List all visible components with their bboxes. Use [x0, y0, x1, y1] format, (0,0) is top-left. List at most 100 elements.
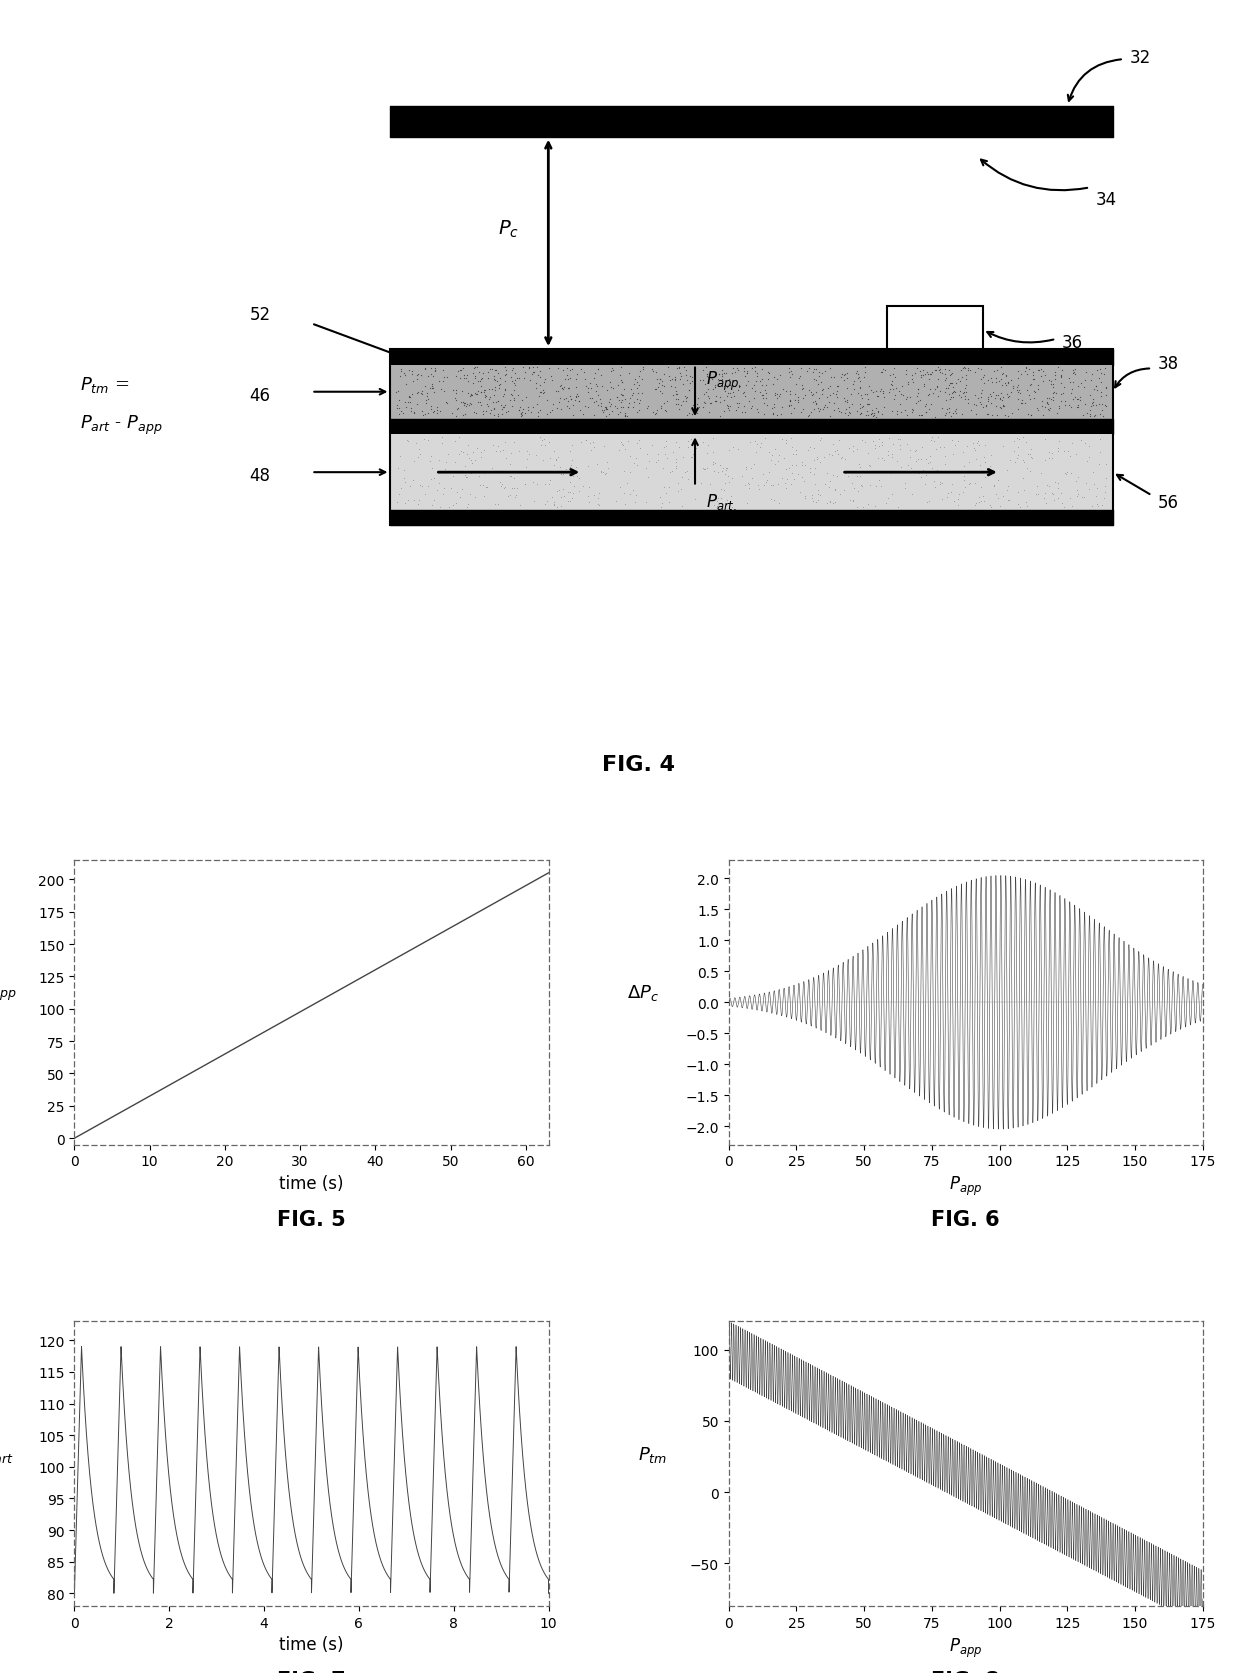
Point	[560, 366, 580, 393]
Point	[1096, 383, 1116, 410]
Point	[560, 455, 580, 482]
Point	[835, 402, 854, 428]
Point	[848, 452, 868, 478]
Point	[909, 376, 929, 403]
Point	[387, 380, 407, 407]
Point	[651, 395, 671, 422]
Point	[839, 435, 859, 462]
Point	[936, 388, 956, 415]
Point	[461, 460, 481, 487]
Point	[1065, 385, 1085, 412]
Point	[429, 495, 449, 522]
Point	[740, 395, 760, 422]
Point	[619, 390, 639, 417]
Point	[728, 437, 748, 463]
Point	[460, 445, 480, 472]
Point	[517, 385, 537, 412]
Point	[485, 358, 505, 385]
Point	[663, 383, 683, 410]
Point	[1045, 360, 1065, 386]
Point	[821, 403, 841, 430]
Point	[673, 445, 693, 472]
Point	[1089, 452, 1109, 478]
Point	[624, 380, 644, 407]
Point	[1008, 427, 1028, 453]
Point	[489, 376, 508, 403]
Point	[877, 458, 897, 485]
Point	[919, 366, 939, 393]
Point	[988, 467, 1008, 494]
Point	[852, 428, 872, 455]
Point	[1054, 438, 1074, 465]
Point	[563, 402, 583, 428]
Point	[471, 366, 491, 393]
Point	[568, 463, 588, 490]
Point	[1039, 385, 1059, 412]
Point	[976, 393, 996, 420]
Point	[939, 375, 959, 402]
Point	[428, 398, 448, 425]
Point	[515, 472, 534, 499]
Point	[1008, 358, 1028, 385]
Point	[862, 397, 882, 423]
Point	[805, 455, 825, 482]
Point	[616, 470, 636, 497]
Point	[693, 455, 713, 482]
Point	[480, 386, 500, 413]
Point	[684, 373, 704, 400]
Point	[851, 400, 870, 427]
Point	[438, 442, 458, 468]
Text: $P_{tm}$ =: $P_{tm}$ =	[81, 375, 129, 395]
Point	[615, 386, 635, 413]
Point	[972, 376, 992, 403]
Point	[993, 385, 1013, 412]
Text: 48: 48	[249, 467, 270, 485]
Point	[392, 356, 412, 383]
Point	[998, 473, 1018, 500]
Point	[839, 395, 859, 422]
Point	[932, 397, 952, 423]
Point	[857, 381, 877, 408]
Point	[1014, 448, 1034, 475]
Point	[529, 383, 549, 410]
Point	[925, 356, 945, 383]
Point	[835, 361, 854, 388]
Point	[899, 370, 919, 397]
Point	[914, 356, 934, 383]
Point	[387, 395, 407, 422]
Point	[600, 386, 620, 413]
Point	[594, 397, 614, 423]
Point	[765, 452, 785, 478]
Point	[682, 395, 702, 422]
Point	[794, 468, 813, 495]
Point	[1016, 358, 1035, 385]
Point	[677, 385, 697, 412]
Point	[744, 452, 764, 478]
Point	[864, 403, 884, 430]
Point	[1042, 480, 1061, 507]
Point	[939, 480, 959, 507]
Point	[668, 356, 688, 383]
Point	[684, 398, 704, 425]
Point	[542, 368, 562, 395]
Point	[662, 366, 682, 393]
Point	[485, 383, 505, 410]
Point	[830, 428, 849, 455]
Point	[991, 395, 1011, 422]
Point	[1021, 403, 1040, 430]
Point	[399, 358, 419, 385]
Point	[925, 403, 945, 430]
Point	[543, 391, 563, 418]
Point	[935, 403, 955, 430]
Point	[913, 457, 932, 483]
Point	[629, 381, 649, 408]
Point	[579, 490, 599, 517]
Point	[715, 378, 735, 405]
Point	[977, 368, 997, 395]
Point	[418, 386, 438, 413]
Point	[883, 432, 903, 458]
Point	[1023, 360, 1043, 386]
Point	[801, 400, 821, 427]
Point	[510, 397, 529, 423]
Point	[851, 381, 870, 408]
